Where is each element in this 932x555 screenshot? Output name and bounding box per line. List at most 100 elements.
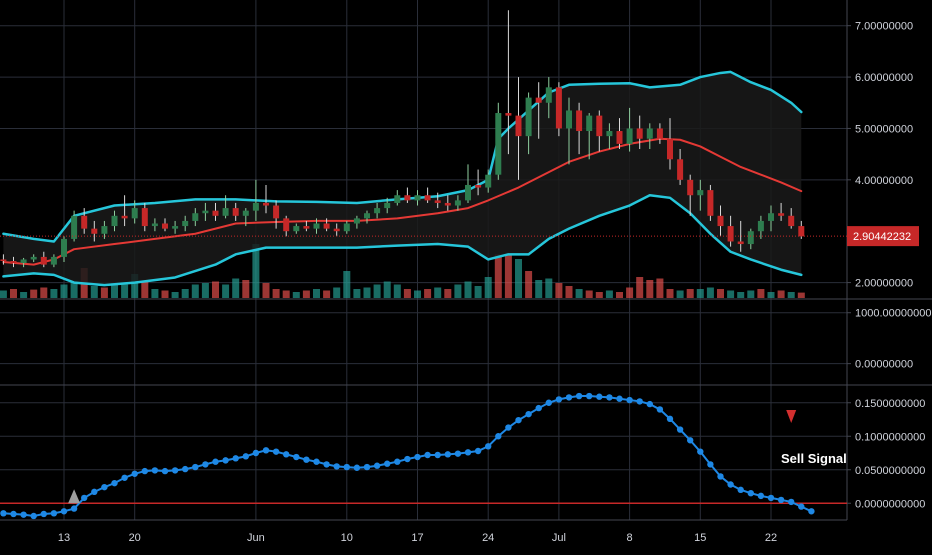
volume-bar xyxy=(706,287,714,298)
volume-bar xyxy=(767,292,775,298)
oscillator-tick-label: 0.1000000000 xyxy=(855,431,925,443)
candle-body xyxy=(545,87,552,103)
volume-bar xyxy=(616,292,623,298)
candle-body xyxy=(182,220,189,227)
volume-bar xyxy=(323,290,331,298)
candle-body xyxy=(71,215,78,239)
candle-body xyxy=(465,184,471,201)
oscillator-point xyxy=(505,424,512,431)
candle-body xyxy=(495,113,502,175)
oscillator-point xyxy=(394,458,401,465)
oscillator-point xyxy=(131,470,138,477)
volume-bar xyxy=(353,289,361,298)
oscillator-point xyxy=(666,415,674,423)
volume-bar xyxy=(222,284,230,298)
oscillator-point xyxy=(747,490,754,497)
candle-body xyxy=(273,205,280,219)
volume-bar xyxy=(626,287,634,298)
volume-bar xyxy=(262,283,270,298)
oscillator-point xyxy=(60,508,68,515)
candle-body xyxy=(414,195,421,201)
volume-bar xyxy=(424,289,432,298)
oscillator-point xyxy=(91,488,98,496)
oscillator-point xyxy=(777,496,785,504)
oscillator-point xyxy=(404,455,411,463)
candle-body xyxy=(303,226,310,229)
volume-bar xyxy=(525,271,533,298)
volume-bar xyxy=(666,289,674,298)
volume-bar xyxy=(151,289,159,298)
oscillator-point xyxy=(161,467,169,475)
candle-body xyxy=(141,208,148,227)
volume-bar xyxy=(141,281,149,298)
time-tick-label: 17 xyxy=(411,532,423,544)
oscillator-point xyxy=(262,447,270,454)
oscillator-point xyxy=(757,492,765,500)
volume-bar xyxy=(60,284,68,298)
volume-bar xyxy=(343,271,351,298)
oscillator-point xyxy=(313,458,320,465)
candle-body xyxy=(747,231,754,245)
volume-bar xyxy=(656,278,664,298)
oscillator-point xyxy=(222,457,229,464)
candle-body xyxy=(525,97,532,137)
candle-body xyxy=(232,208,239,216)
candle-body xyxy=(313,223,320,229)
volume-bar xyxy=(515,259,522,298)
oscillator-point xyxy=(141,467,148,475)
oscillator-point xyxy=(272,448,280,455)
middle-tick-label: 0.00000000 xyxy=(855,359,913,371)
candle-body xyxy=(404,195,411,201)
candle-body xyxy=(343,223,350,232)
volume-bar xyxy=(504,254,512,298)
candle-body xyxy=(535,97,542,103)
volume-bar xyxy=(646,280,654,298)
candle-body xyxy=(576,110,583,132)
price-tick-label: 4.00000000 xyxy=(855,175,913,187)
candle-body xyxy=(566,110,572,129)
candle-body xyxy=(394,195,401,203)
oscillator-point xyxy=(656,406,664,413)
oscillator-point xyxy=(242,453,249,460)
volume-bar xyxy=(282,290,290,298)
oscillator-point xyxy=(414,453,421,461)
time-tick-label: 13 xyxy=(58,532,70,544)
volume-bar xyxy=(10,289,17,298)
candle-body xyxy=(20,259,27,264)
oscillator-point xyxy=(121,474,128,481)
candle-body xyxy=(707,190,714,216)
candle-body xyxy=(384,202,391,209)
volume-bar xyxy=(0,290,7,298)
oscillator-point xyxy=(252,449,260,457)
volume-bar xyxy=(100,287,108,298)
oscillator-point xyxy=(202,461,209,468)
oscillator-point xyxy=(151,467,159,474)
candle-body xyxy=(697,190,704,196)
oscillator-point xyxy=(373,462,381,469)
candle-body xyxy=(222,208,229,216)
candle-body xyxy=(333,228,340,232)
bollinger-lower-line xyxy=(2,193,803,287)
volume-bar xyxy=(797,292,805,298)
price-tick-label: 5.00000000 xyxy=(855,123,913,135)
volume-bar xyxy=(90,286,98,298)
volume-bar xyxy=(636,277,644,298)
volume-bar xyxy=(464,281,472,298)
volume-bar xyxy=(393,284,401,298)
volume-bar xyxy=(747,290,755,298)
candle-body xyxy=(636,128,643,139)
oscillator-point xyxy=(363,463,371,471)
volume-bar xyxy=(545,278,553,298)
volume-bar xyxy=(696,289,704,298)
oscillator-point xyxy=(343,463,350,471)
candle-body xyxy=(111,215,118,227)
candle-body xyxy=(50,256,57,265)
oscillator-point xyxy=(525,410,532,418)
oscillator-point xyxy=(495,433,502,440)
candle-body xyxy=(101,226,108,234)
candle-body xyxy=(505,113,512,116)
oscillator-point xyxy=(81,494,88,502)
volume-bar xyxy=(757,289,765,298)
oscillator-point xyxy=(596,393,603,400)
